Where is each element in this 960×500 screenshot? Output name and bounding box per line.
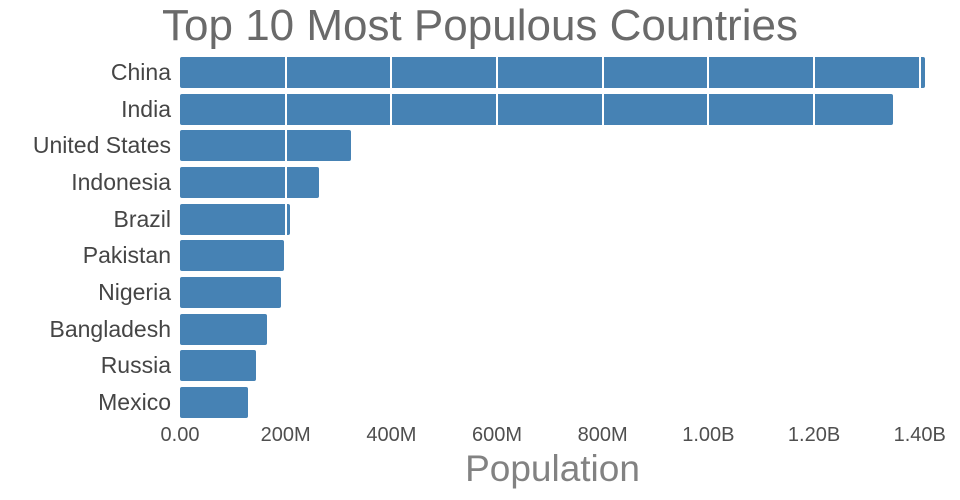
bar-row: Brazil (0, 201, 925, 238)
bar-india (180, 93, 894, 125)
bar-track (180, 350, 925, 382)
bar-row: Indonesia (0, 164, 925, 201)
bar-mexico (180, 387, 248, 419)
bar-track (180, 276, 925, 308)
x-axis: 0.00 200M 400M 600M 800M 1.00B 1.20B 1.40B (161, 424, 946, 450)
bar-track (180, 130, 925, 162)
bar-brazil (180, 203, 291, 235)
bar-indonesia (180, 166, 320, 198)
bar-row: Mexico (0, 384, 925, 421)
category-label: Brazil (113, 205, 171, 232)
category-label: Pakistan (82, 242, 171, 269)
bar-russia (180, 350, 257, 382)
bar-pakistan (180, 240, 285, 272)
x-axis-label: Population (465, 448, 640, 489)
x-tick-label: 1.40B (893, 424, 946, 446)
x-tick-label: 1.20B (787, 424, 841, 446)
bar-row: India (0, 91, 925, 128)
bar-bangladesh (180, 313, 268, 345)
bar-row: China (0, 54, 925, 91)
bar-row: Bangladesh (0, 311, 925, 348)
bar-track (180, 240, 925, 272)
bar-row: Pakistan (0, 237, 925, 274)
category-label: Russia (100, 352, 171, 379)
x-tick-label: 800M (577, 424, 628, 446)
bar-row: United States (0, 127, 925, 164)
category-label: Nigeria (98, 278, 171, 305)
x-tick-label: 400M (366, 424, 417, 446)
bar-china (180, 56, 925, 88)
x-tick-label: 200M (260, 424, 311, 446)
bar-track (180, 203, 925, 235)
rows: China India United States Indonesia Brazil Pa… (0, 54, 925, 421)
category-label: India (121, 95, 171, 122)
bar-track (180, 166, 925, 198)
category-label: Bangladesh (49, 315, 172, 342)
bar-row: Nigeria (0, 274, 925, 311)
bar-track (180, 93, 925, 125)
category-label: Indonesia (71, 168, 171, 195)
chart-title: Top 10 Most Populous Countries (162, 1, 798, 50)
x-tick-label: 1.00B (682, 424, 735, 446)
category-label: United States (32, 132, 171, 159)
x-tick-label: 0.00 (160, 424, 200, 446)
category-label: China (110, 58, 171, 85)
x-tick-label: 600M (472, 424, 523, 446)
category-label: Mexico (98, 389, 171, 416)
bar-track (180, 56, 925, 88)
bar-track (180, 313, 925, 345)
bar-nigeria (180, 276, 281, 308)
bar-row: Russia (0, 348, 925, 385)
bar-united-states (180, 130, 352, 162)
bar-track (180, 387, 925, 419)
